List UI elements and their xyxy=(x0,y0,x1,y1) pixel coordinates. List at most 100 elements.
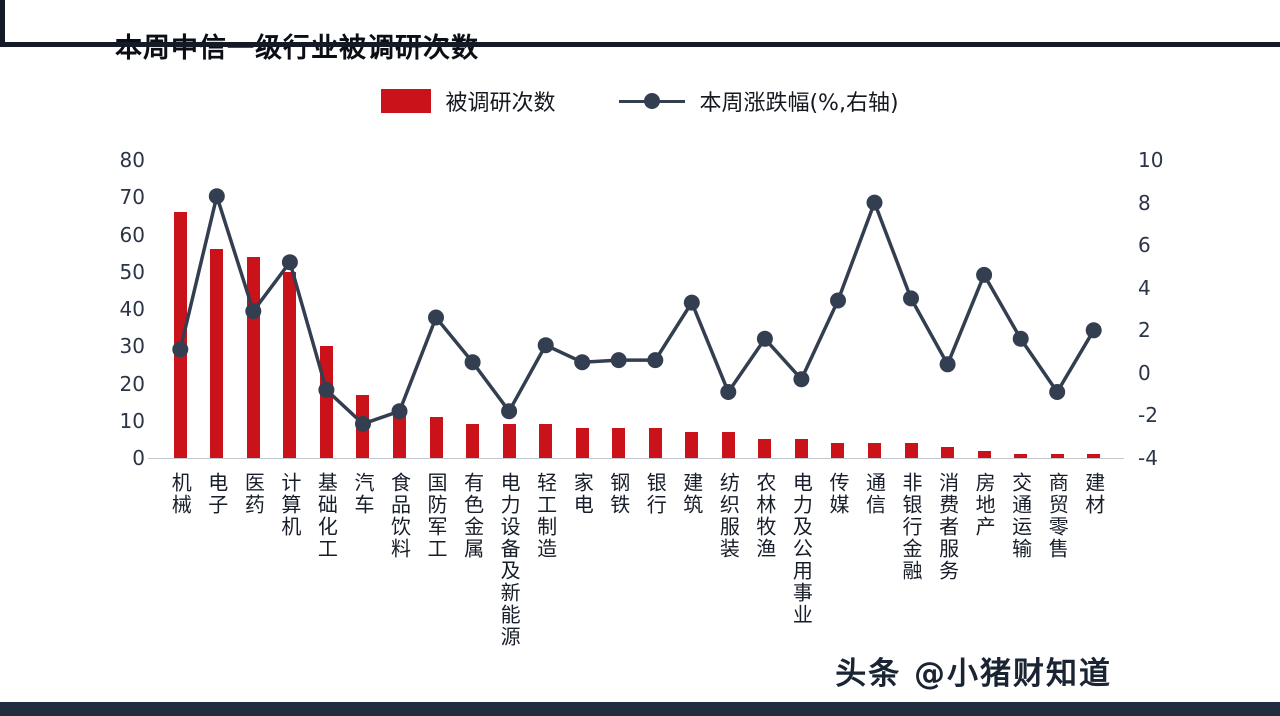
x-axis-label: 电力设备及新能源 xyxy=(497,472,522,648)
line-series-marker xyxy=(574,354,591,371)
line-series-marker xyxy=(683,294,700,311)
chart-legend: 被调研次数 本周涨跌幅(%,右轴) xyxy=(0,86,1280,116)
legend-item-bar: 被调研次数 xyxy=(381,85,555,117)
left-axis-tick-label: 10 xyxy=(119,408,145,433)
x-axis-label: 国防军工 xyxy=(424,472,449,560)
line-series-marker xyxy=(1049,384,1066,400)
line-series-marker xyxy=(720,384,737,400)
chart-bar xyxy=(502,424,516,458)
chart-bar xyxy=(794,439,808,458)
line-series-marker xyxy=(830,292,846,309)
right-axis-tick-label: 6 xyxy=(1138,233,1151,258)
right-axis-tick-label: 10 xyxy=(1138,148,1164,172)
line-series-marker xyxy=(537,337,554,354)
chart-bar xyxy=(977,450,991,458)
left-axis-tick-label: 30 xyxy=(119,334,145,359)
chart-bar xyxy=(575,428,589,458)
right-axis-tick-label: -4 xyxy=(1138,446,1158,470)
chart-bar xyxy=(429,417,443,458)
right-axis-tick-label: 2 xyxy=(1138,318,1151,343)
chart-bar xyxy=(393,413,406,458)
right-axis-tick-label: 0 xyxy=(1138,360,1151,385)
left-axis-tick-label: 40 xyxy=(119,297,145,321)
line-series-marker xyxy=(391,403,408,420)
combo-chart: 0 10 20 30 40 50 60 70 80 -4 -2 0 2 4 6 8 10 机械 电子 医药 计算机 基础化… xyxy=(0,130,1280,690)
chart-bar xyxy=(685,431,699,458)
x-axis-label: 消费者服务 xyxy=(935,472,960,582)
left-axis-tick-label: 70 xyxy=(119,185,145,210)
chart-bar xyxy=(283,271,297,458)
line-series-marker xyxy=(647,352,664,369)
chart-bar xyxy=(941,446,955,458)
x-axis-label: 通信 xyxy=(862,472,887,516)
x-axis-label: 医药 xyxy=(241,472,266,516)
chart-bar xyxy=(868,443,881,458)
chart-bar xyxy=(831,443,845,458)
chart-bar xyxy=(539,424,553,458)
x-axis-line xyxy=(148,458,1124,459)
right-axis-tick-label: 4 xyxy=(1138,275,1151,300)
chart-bar xyxy=(904,443,918,458)
chart-bar xyxy=(466,424,480,458)
line-series-marker xyxy=(939,356,956,373)
line-series-layer xyxy=(172,188,1102,432)
chart-title: 本周中信一级行业被调研次数 xyxy=(115,33,479,65)
x-axis-label: 建材 xyxy=(1081,472,1106,516)
line-series-marker xyxy=(208,188,225,205)
left-axis-tick-label: 80 xyxy=(119,148,145,172)
line-series-marker xyxy=(903,290,919,307)
legend-item-line: 本周涨跌幅(%,右轴) xyxy=(619,85,899,117)
line-series-marker xyxy=(1012,330,1029,347)
chart-bar xyxy=(648,428,662,458)
line-series-marker xyxy=(245,303,262,320)
x-axis-label: 非银行金融 xyxy=(899,472,924,582)
x-axis-label: 建筑 xyxy=(679,472,704,516)
line-series-marker xyxy=(355,415,371,432)
x-axis-label: 纺织服装 xyxy=(716,472,741,560)
x-axis-label: 轻工制造 xyxy=(533,472,558,560)
line-series-marker xyxy=(976,266,993,283)
chart-bar xyxy=(173,212,187,458)
line-series-label: 本周涨跌幅(%,右轴) xyxy=(699,91,899,116)
chart-bar xyxy=(1087,454,1101,458)
line-series-marker xyxy=(172,341,189,358)
x-axis-label: 家电 xyxy=(570,472,595,516)
line-series-marker xyxy=(281,254,298,271)
bar-series-swatch-icon xyxy=(381,89,432,113)
title-divider xyxy=(0,42,1280,47)
bar-series-label: 被调研次数 xyxy=(445,91,556,116)
line-series-path xyxy=(178,189,1096,426)
line-series-marker xyxy=(756,330,773,347)
chart-bar xyxy=(758,439,772,458)
x-axis-label: 汽车 xyxy=(350,472,375,516)
chart-bar xyxy=(1014,454,1028,458)
x-axis-label: 计算机 xyxy=(277,472,302,538)
x-axis-label: 农林牧渔 xyxy=(752,472,777,560)
x-axis-label: 商贸零售 xyxy=(1045,472,1070,560)
line-series-marker xyxy=(793,371,810,388)
left-axis-tick-label: 0 xyxy=(132,446,145,470)
x-axis-label: 银行 xyxy=(643,472,668,516)
line-series-marker xyxy=(610,352,627,369)
x-axis-label: 机械 xyxy=(168,472,193,516)
line-series-marker xyxy=(866,194,883,211)
left-axis-tick-label: 20 xyxy=(119,371,145,396)
line-series-marker xyxy=(428,309,444,326)
x-axis-label: 房地产 xyxy=(972,472,997,538)
line-swatch-marker xyxy=(644,93,661,109)
line-series-marker xyxy=(318,381,335,398)
x-axis-label: 传媒 xyxy=(825,472,850,516)
x-axis-label: 钢铁 xyxy=(606,472,631,516)
x-axis-label: 食品饮料 xyxy=(387,472,412,560)
chart-bar xyxy=(721,431,735,458)
x-axis-label: 交通运输 xyxy=(1008,472,1033,560)
line-series-marker xyxy=(501,403,518,420)
x-axis-label: 电力及公用事业 xyxy=(789,472,814,626)
x-axis-label: 电子 xyxy=(204,472,229,516)
right-axis-tick-label: -2 xyxy=(1138,403,1158,428)
left-axis-tick-label: 50 xyxy=(119,259,145,284)
x-axis-label: 有色金属 xyxy=(460,472,485,560)
line-series-swatch-icon xyxy=(619,89,686,113)
right-axis-tick-label: 8 xyxy=(1138,190,1151,215)
line-series-marker xyxy=(1085,322,1102,339)
